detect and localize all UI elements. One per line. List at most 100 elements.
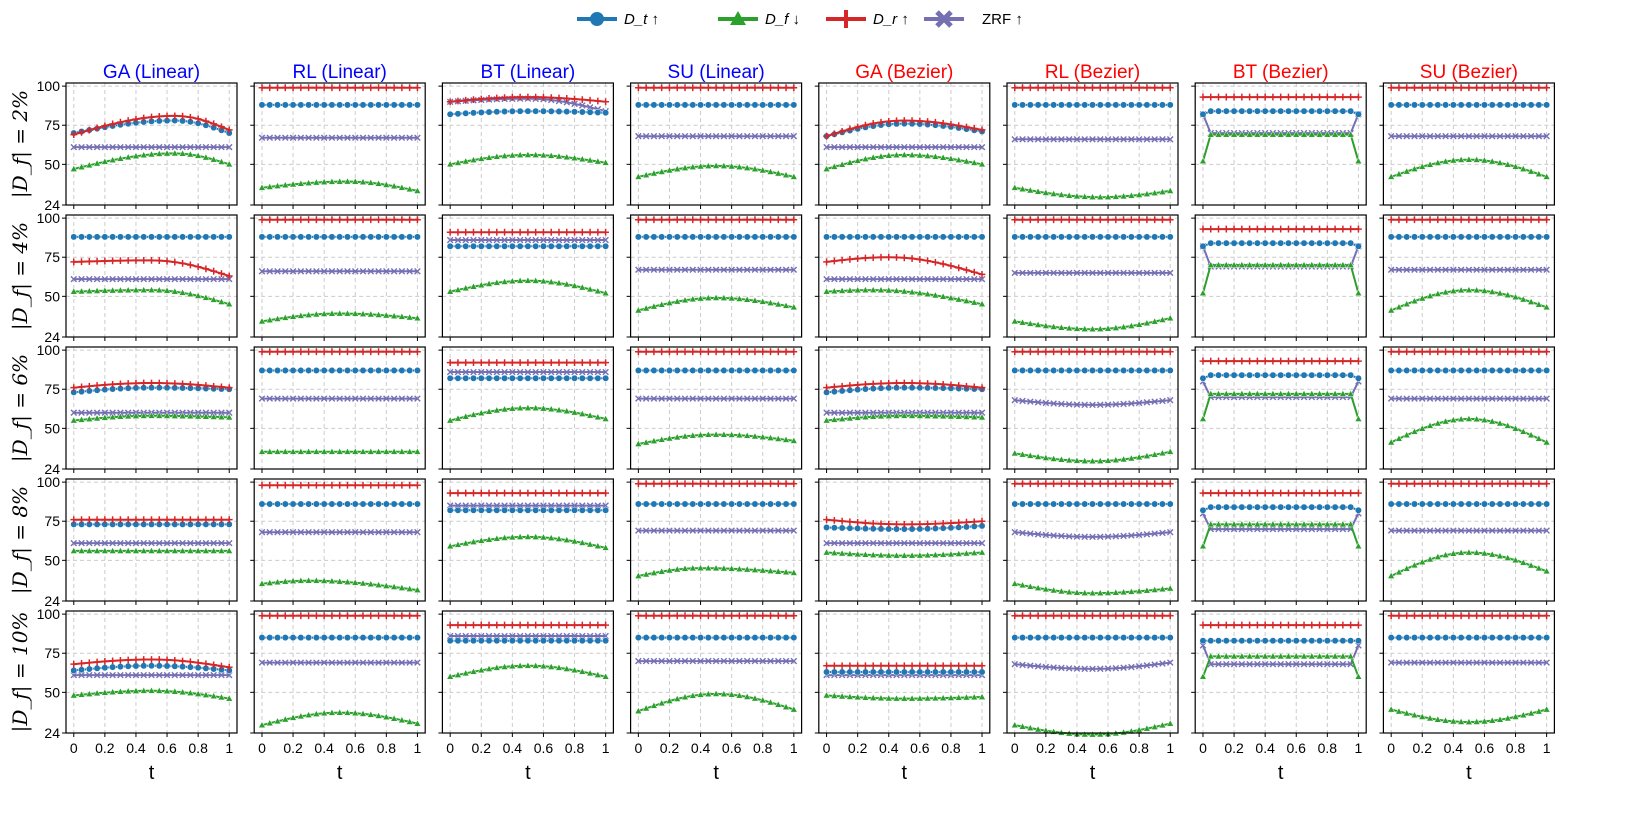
data-point xyxy=(846,414,854,422)
data-point xyxy=(194,412,202,420)
data-point xyxy=(642,480,650,488)
data-point xyxy=(398,367,406,374)
data-point xyxy=(218,123,225,131)
data-point xyxy=(578,637,586,645)
data-point xyxy=(697,480,704,488)
data-point xyxy=(516,374,524,382)
data-point xyxy=(508,637,516,645)
data-point xyxy=(1496,715,1504,723)
data-point xyxy=(1465,395,1473,402)
column-titles: GA (Linear) RL (Linear) BT (Linear) SU (Lin… xyxy=(103,62,1518,83)
data-point xyxy=(1080,324,1089,332)
series-dt xyxy=(258,500,421,508)
data-point xyxy=(366,447,375,455)
data-point xyxy=(712,689,720,697)
data-point xyxy=(736,348,743,356)
data-point xyxy=(320,634,328,642)
series-dr xyxy=(823,516,986,528)
data-point xyxy=(328,309,336,317)
data-point xyxy=(462,621,470,629)
data-point xyxy=(297,712,305,720)
data-point xyxy=(320,101,328,109)
panel-frame xyxy=(441,346,614,470)
data-point xyxy=(1542,172,1551,180)
data-point xyxy=(281,101,289,109)
data-point xyxy=(1065,588,1074,596)
data-point xyxy=(931,550,940,558)
data-point xyxy=(446,242,454,250)
panel-frame xyxy=(253,610,426,734)
data-point xyxy=(1143,662,1151,669)
data-point xyxy=(947,539,955,547)
data-point xyxy=(1339,93,1347,101)
data-point xyxy=(712,634,720,642)
data-point xyxy=(1403,659,1411,666)
data-point xyxy=(1104,665,1112,672)
data-point xyxy=(328,395,336,402)
data-point xyxy=(477,95,485,103)
data-point xyxy=(939,153,947,161)
data-point xyxy=(1292,357,1300,365)
data-point xyxy=(305,216,313,224)
data-point xyxy=(1050,233,1058,241)
series-df xyxy=(1199,130,1363,165)
data-point xyxy=(266,500,274,508)
data-point xyxy=(1276,260,1285,268)
data-point xyxy=(398,716,406,724)
data-point xyxy=(85,287,94,295)
data-point xyxy=(1387,571,1395,579)
data-point xyxy=(1387,172,1395,180)
data-point xyxy=(1081,348,1089,356)
data-point xyxy=(634,172,643,180)
data-point xyxy=(1395,266,1403,274)
data-point xyxy=(69,546,78,554)
data-point xyxy=(1050,532,1057,539)
data-point xyxy=(462,228,470,236)
data-point xyxy=(1284,130,1293,138)
data-point xyxy=(1088,325,1097,333)
data-point xyxy=(382,101,390,109)
data-point xyxy=(578,359,586,367)
data-point xyxy=(1058,612,1065,620)
data-point xyxy=(194,546,202,554)
data-point xyxy=(1426,84,1434,92)
data-point xyxy=(1222,260,1231,268)
data-point xyxy=(124,153,133,161)
data-point xyxy=(642,84,650,92)
data-point xyxy=(202,117,210,125)
data-point xyxy=(328,659,336,666)
data-point xyxy=(900,551,909,559)
data-point xyxy=(1166,612,1174,620)
data-point xyxy=(1512,266,1519,274)
data-point xyxy=(570,281,579,289)
data-point xyxy=(602,236,609,244)
data-point xyxy=(1238,371,1246,379)
data-point xyxy=(1543,612,1551,620)
data-point xyxy=(1473,266,1480,274)
panel-frame xyxy=(818,478,991,602)
data-point xyxy=(658,500,666,508)
data-point xyxy=(297,216,305,224)
panel-frame xyxy=(65,82,238,206)
data-point xyxy=(1395,170,1403,178)
data-point xyxy=(320,177,328,185)
data-point xyxy=(1018,581,1027,589)
data-point xyxy=(359,447,367,455)
data-point xyxy=(970,158,979,166)
data-point xyxy=(1034,216,1042,224)
data-point xyxy=(1442,634,1450,642)
x-tick-label: 0 xyxy=(70,740,78,756)
data-point xyxy=(767,657,774,665)
data-point xyxy=(728,84,736,92)
data-point xyxy=(1403,480,1411,488)
data-point xyxy=(1215,225,1222,233)
data-point xyxy=(1387,480,1395,488)
data-point xyxy=(688,564,697,572)
data-point xyxy=(77,546,86,554)
data-point xyxy=(1519,367,1527,374)
data-point xyxy=(470,368,477,376)
data-point xyxy=(1426,160,1434,168)
data-point xyxy=(759,480,767,488)
data-point xyxy=(258,233,266,241)
data-point xyxy=(1511,424,1520,432)
